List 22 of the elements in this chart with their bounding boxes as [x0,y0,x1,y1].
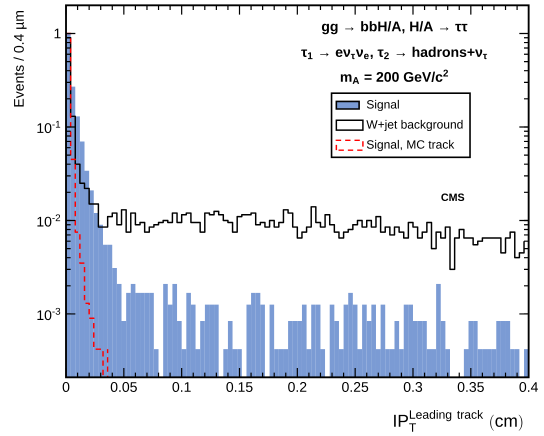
y-tick-label: 1 [54,28,61,38]
legend-label: Signal [366,100,399,111]
x-tick-label: 0 [62,382,70,392]
y-axis-title: Events / 0.4 µm [14,10,27,106]
annotation: m$_{A}$ = 200 GeV/c$^{2}$ [340,70,448,84]
x-tick-label: 0.35 [458,382,484,392]
y-tick-label: 10$^{-3}$ [37,308,60,320]
x-tick-label: 0.15 [226,382,253,392]
x-tick-label: 0.05 [110,382,137,392]
annotation: CMS [441,193,464,201]
y-tick-label: 10$^{-1}$ [37,120,60,133]
text: τ$_{1}$ → eν$_{τ}$ν$_{e}$, τ$_{2}$ → hadrons+ν$_{τ}$ [301,46,488,60]
y-tick-label: 10$^{-2}$ [37,214,60,227]
x-axis-title: $\mathrm{IP}_{\mathrm{T}}^{\mathrm{Leading\ track}}\ \mathrm{(cm)}$ [394,410,522,432]
legend-label: Signal, MC track [366,140,454,152]
x-tick-label: 0.3 [404,382,422,392]
legend-label: W+jet background [366,120,463,131]
x-tick-label: 0.4 [519,382,538,392]
x-tick-label: 0.25 [342,382,368,392]
x-tick-label: 0.2 [288,382,306,392]
x-tick-label: 0.1 [172,382,191,392]
text: gg → bbH/A, H/A → ττ [322,21,468,34]
